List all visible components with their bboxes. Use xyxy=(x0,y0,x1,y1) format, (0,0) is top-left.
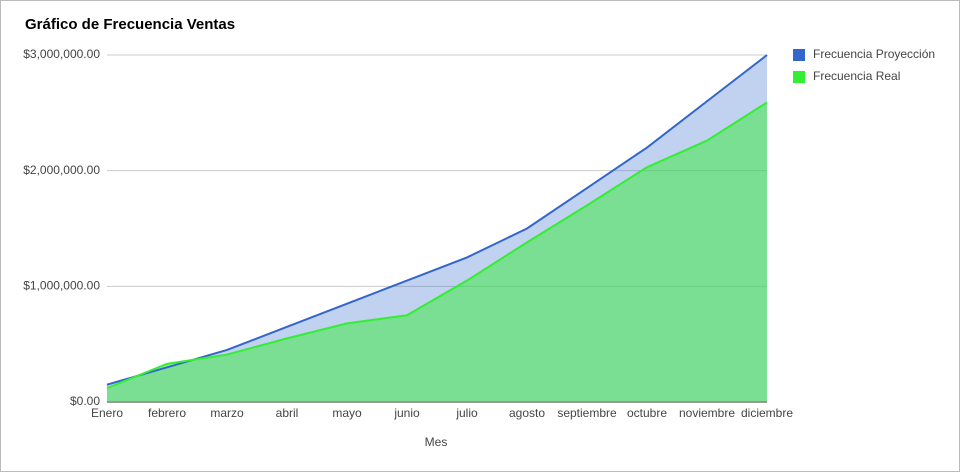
x-tick-label: julio xyxy=(455,406,478,420)
x-tick-label: diciembre xyxy=(741,406,793,420)
line xyxy=(106,54,768,386)
x-tick-label: mayo xyxy=(332,406,362,420)
y-tick-label: $2,000,000.00 xyxy=(23,163,100,177)
chart-title: Gráfico de Frecuencia Ventas xyxy=(25,16,235,33)
x-tick-label: noviembre xyxy=(679,406,735,420)
area-fill xyxy=(107,102,767,402)
x-tick-label: agosto xyxy=(509,406,545,420)
y-tick-label: $1,000,000.00 xyxy=(23,279,100,293)
x-tick-label: abril xyxy=(276,406,299,420)
line xyxy=(106,101,768,390)
x-tick-label: junio xyxy=(393,406,420,420)
x-tick-label: febrero xyxy=(148,406,186,420)
legend-label: Frecuencia Proyección xyxy=(813,47,935,61)
legend-swatch xyxy=(793,49,805,61)
x-tick-label: octubre xyxy=(627,406,667,420)
x-tick-label: Enero xyxy=(91,406,123,420)
x-tick-label: marzo xyxy=(210,406,244,420)
y-tick-label: $3,000,000.00 xyxy=(23,47,100,61)
legend-swatch xyxy=(793,71,805,83)
x-axis-label: Mes xyxy=(425,435,448,449)
legend-label: Frecuencia Real xyxy=(813,69,900,83)
y-tick-label: $0.00 xyxy=(70,394,100,408)
x-tick-label: septiembre xyxy=(557,406,617,420)
